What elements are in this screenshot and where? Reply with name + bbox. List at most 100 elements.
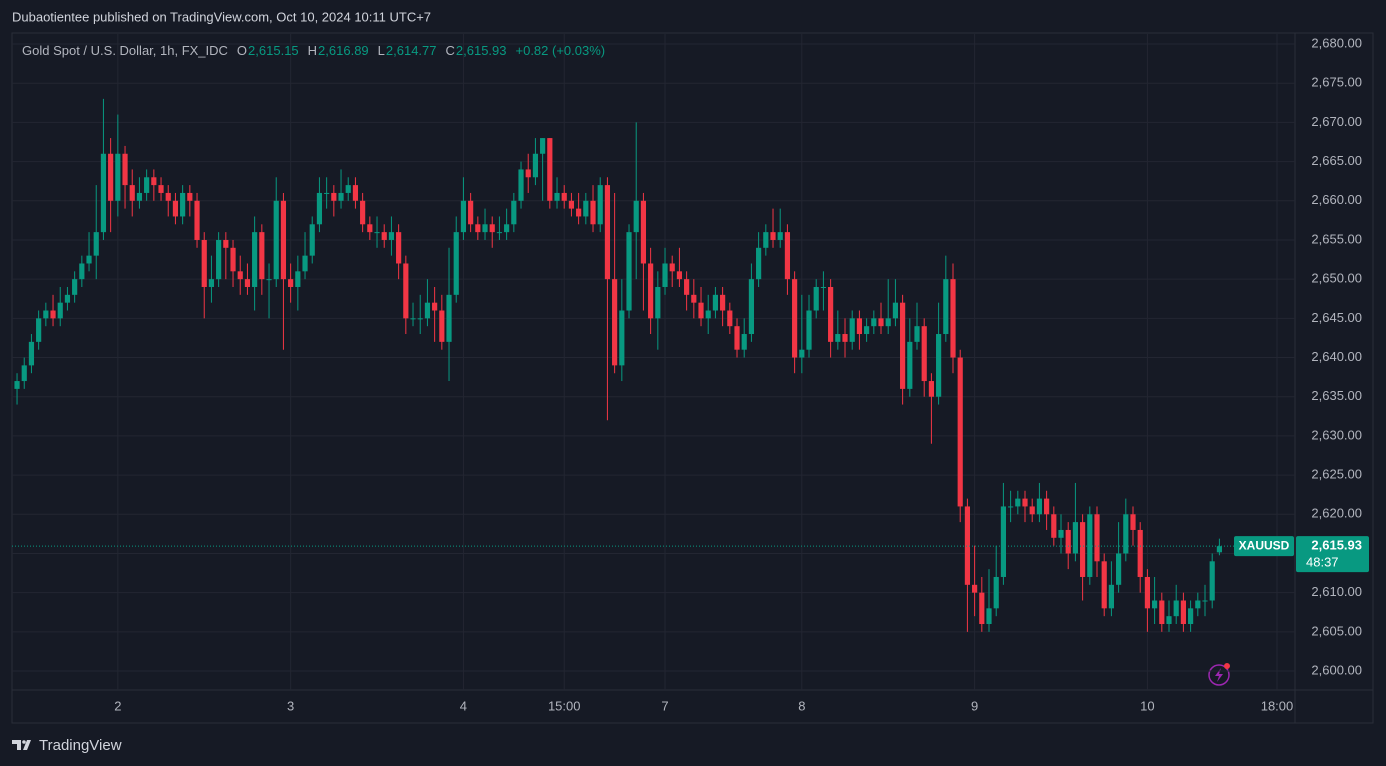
candle-body — [914, 326, 920, 342]
candle-body — [1123, 514, 1129, 554]
candle-body — [417, 318, 423, 320]
legend-value: 2,615.93 — [455, 43, 507, 58]
candle-body — [1022, 498, 1028, 507]
candle-body — [878, 318, 884, 327]
candle-body — [144, 177, 150, 193]
candle-body — [230, 247, 236, 272]
candle-body — [468, 200, 474, 225]
candle-body — [720, 294, 726, 311]
candle-body — [151, 177, 157, 186]
candle-body — [1094, 514, 1100, 562]
candle-body — [1072, 522, 1078, 554]
legend-value: 2,616.89 — [318, 43, 369, 58]
candle-body — [712, 294, 719, 311]
legend-value: 2,614.77 — [385, 43, 437, 58]
candle-body — [352, 185, 359, 201]
grid — [12, 34, 1295, 690]
candle-body — [1195, 600, 1201, 609]
candle-body — [871, 318, 877, 327]
candle-body — [525, 169, 531, 178]
candle-body — [1116, 553, 1122, 585]
candle-body — [43, 310, 49, 319]
candle-body — [662, 263, 668, 287]
candle-body — [921, 326, 927, 382]
x-tick-label: 2 — [114, 698, 121, 713]
candle-body — [864, 326, 870, 335]
candle-body — [1080, 522, 1086, 577]
candle-body — [576, 208, 582, 217]
candle-body — [820, 286, 827, 288]
candle-body — [439, 310, 445, 342]
candle-body — [972, 584, 978, 593]
candle-body — [1101, 561, 1107, 609]
candle-body — [309, 224, 315, 256]
candle-body — [100, 153, 107, 233]
symbol-label: XAUUSD — [1239, 538, 1290, 552]
y-tick-label: 2,600.00 — [1311, 662, 1362, 677]
candle-body — [280, 200, 287, 280]
countdown: 48:37 — [1306, 555, 1339, 570]
candle-body — [741, 334, 747, 350]
x-tick-label: 18:00 — [1261, 698, 1294, 713]
candle-body — [813, 286, 819, 311]
y-tick-label: 2,625.00 — [1311, 467, 1362, 482]
candle-body — [244, 279, 251, 287]
candle-body — [856, 318, 863, 335]
y-tick-label: 2,645.00 — [1311, 310, 1362, 325]
candle-body — [669, 263, 675, 272]
candle-body — [619, 310, 625, 366]
y-tick-label: 2,655.00 — [1311, 231, 1362, 246]
candle-body — [57, 302, 63, 319]
header: Dubaotientee published on TradingView.co… — [12, 9, 431, 24]
candle-body — [1036, 498, 1042, 515]
candle-body — [331, 192, 337, 201]
candle-body — [324, 192, 330, 194]
candle-body — [504, 224, 510, 233]
candle-body — [1144, 576, 1150, 609]
candle-body — [122, 153, 128, 186]
candle-body — [1108, 584, 1114, 609]
candle-body — [784, 232, 791, 280]
candle-body — [1008, 506, 1014, 508]
candle-body — [986, 608, 992, 625]
candle-body — [360, 200, 366, 225]
candle-body — [367, 224, 373, 233]
candle-body — [496, 232, 503, 234]
candle-body — [388, 232, 395, 240]
candle-body — [14, 381, 20, 389]
x-tick-label: 8 — [798, 698, 805, 713]
candle-body — [1180, 600, 1186, 625]
candle-body — [446, 294, 452, 342]
candle-body — [396, 232, 402, 264]
candle-body — [21, 365, 27, 382]
candle-body — [1015, 498, 1021, 507]
candle-body — [892, 302, 899, 319]
y-tick-label: 2,630.00 — [1311, 427, 1362, 442]
price-tag — [1296, 536, 1369, 573]
candle-body — [316, 192, 323, 225]
candle-body — [1137, 529, 1143, 577]
candle-body — [259, 232, 265, 280]
candle-body — [295, 271, 301, 287]
tradingview-logo — [12, 740, 31, 750]
candle-body — [201, 239, 207, 287]
x-tick-label: 4 — [460, 698, 467, 713]
candle-body — [381, 232, 387, 240]
candle-body — [705, 310, 711, 319]
candle-body — [187, 192, 193, 201]
price-tag-label: 2,615.93 — [1311, 538, 1362, 553]
candle-body — [633, 200, 639, 233]
candle-body — [640, 200, 647, 264]
y-tick-label: 2,620.00 — [1311, 506, 1362, 521]
candle-body — [64, 294, 71, 303]
candle-body — [180, 192, 186, 217]
candle-body — [547, 138, 553, 201]
candle-body — [849, 318, 855, 342]
legend-key: O — [236, 43, 248, 58]
candle-body — [453, 232, 459, 295]
candle-body — [1159, 600, 1165, 625]
y-tick-label: 2,605.00 — [1311, 623, 1362, 638]
legend-key: L — [377, 43, 385, 58]
candle-body — [691, 294, 697, 303]
candle-body — [129, 185, 135, 201]
